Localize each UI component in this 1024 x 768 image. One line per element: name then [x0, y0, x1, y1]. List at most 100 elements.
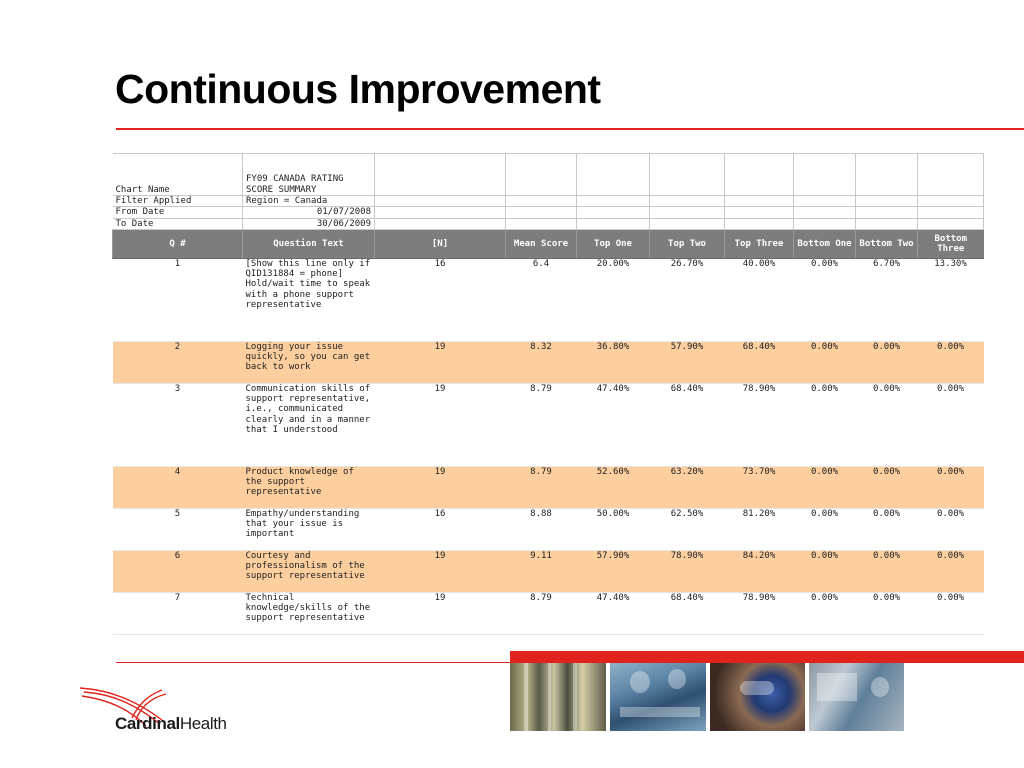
value-cell: 4 [112, 466, 243, 509]
column-header: Bottom Two [855, 229, 918, 259]
empty-cell [793, 206, 856, 219]
table-row: 3 Communication skills of support represe… [112, 383, 984, 467]
value-cell: 73.70% [724, 466, 794, 509]
empty-cell [649, 194, 725, 208]
report-meta-row: To Date 30/06/2009 [112, 217, 984, 230]
value-cell: 57.90% [649, 341, 725, 384]
value-cell: 5 [112, 508, 243, 551]
value-cell: 2 [112, 341, 243, 384]
empty-cell [793, 217, 856, 230]
wordmark-cardinal: Cardinal [115, 714, 180, 733]
empty-cell [576, 217, 650, 230]
table-row: 7 Technical knowledge/skills of the suppo… [112, 592, 984, 635]
value-cell: 13.30% [917, 258, 984, 342]
question-text-cell: Courtesy and professionalism of the supp… [242, 550, 375, 593]
nurse-terminal-photo [809, 663, 904, 731]
value-cell: 19 [374, 341, 506, 384]
value-cell: 26.70% [649, 258, 725, 342]
value-cell: 0.00% [917, 592, 984, 635]
table-row: 4 Product knowledge of the support repres… [112, 466, 984, 509]
value-cell: 84.20% [724, 550, 794, 593]
report-meta-row: Chart Name FY09 CANADA RATING SCORE SUMMA… [112, 153, 984, 196]
meta-label: Filter Applied [112, 194, 243, 208]
meta-value: 30/06/2009 [242, 217, 375, 230]
empty-cell [793, 194, 856, 208]
value-cell: 8.79 [505, 466, 577, 509]
empty-cell [374, 194, 506, 208]
empty-cell [505, 153, 577, 196]
empty-cell [649, 206, 725, 219]
value-cell: 68.40% [649, 383, 725, 467]
empty-cell [374, 153, 506, 196]
value-cell: 0.00% [917, 466, 984, 509]
value-cell: 68.40% [724, 341, 794, 384]
value-cell: 8.32 [505, 341, 577, 384]
column-header: Q # [112, 229, 243, 259]
value-cell: 0.00% [855, 508, 918, 551]
empty-cell [576, 194, 650, 208]
value-cell: 0.00% [855, 466, 918, 509]
value-cell: 57.90% [576, 550, 650, 593]
value-cell: 78.90% [649, 550, 725, 593]
empty-cell [917, 206, 984, 219]
empty-cell [855, 194, 918, 208]
value-cell: 68.40% [649, 592, 725, 635]
rating-score-report: Chart Name FY09 CANADA RATING SCORE SUMMA… [112, 153, 984, 635]
value-cell: 0.00% [855, 550, 918, 593]
empty-cell [724, 194, 794, 208]
column-header: [N] [374, 229, 506, 259]
wordmark-health: Health [179, 714, 227, 733]
column-header: Question Text [242, 229, 375, 259]
empty-cell [855, 153, 918, 196]
scientist-goggles-photo [710, 663, 805, 731]
empty-cell [724, 153, 794, 196]
value-cell: 47.40% [576, 383, 650, 467]
value-cell: 19 [374, 383, 506, 467]
empty-cell [917, 194, 984, 208]
empty-cell [505, 206, 577, 219]
empty-cell [649, 153, 725, 196]
report-table: Chart Name FY09 CANADA RATING SCORE SUMMA… [112, 153, 984, 635]
meta-value: 01/07/2008 [242, 206, 375, 219]
empty-cell [917, 217, 984, 230]
empty-cell [855, 206, 918, 219]
value-cell: 19 [374, 466, 506, 509]
table-header-row: Q # Question Text [N] Mean Score Top One Top … [112, 229, 984, 259]
table-row: 5 Empathy/understanding that your issue i… [112, 508, 984, 551]
question-text-cell: Technical knowledge/skills of the suppor… [242, 592, 375, 635]
value-cell: 78.90% [724, 592, 794, 635]
value-cell: 50.00% [576, 508, 650, 551]
value-cell: 16 [374, 508, 506, 551]
value-cell: 6.4 [505, 258, 577, 342]
cardinal-health-logo-icon [80, 687, 167, 727]
value-cell: 6.70% [855, 258, 918, 342]
surgeons-photo [610, 663, 706, 731]
value-cell: 0.00% [793, 466, 856, 509]
meta-label: Chart Name [112, 153, 243, 196]
question-text-cell: Logging your issue quickly, so you can g… [242, 341, 375, 384]
column-header: Top Three [724, 229, 794, 259]
empty-cell [724, 206, 794, 219]
column-header: Mean Score [505, 229, 577, 259]
value-cell: 52.60% [576, 466, 650, 509]
value-cell: 7 [112, 592, 243, 635]
value-cell: 8.88 [505, 508, 577, 551]
question-text-cell: Communication skills of support represen… [242, 383, 375, 467]
empty-cell [724, 217, 794, 230]
column-header: Bottom One [793, 229, 856, 259]
report-meta-row: Filter Applied Region = Canada [112, 194, 984, 208]
value-cell: 0.00% [917, 550, 984, 593]
footer-red-band [510, 651, 1024, 662]
value-cell: 3 [112, 383, 243, 467]
cardinal-health-wordmark: CardinalHealth [115, 714, 227, 734]
empty-cell [576, 206, 650, 219]
value-cell: 47.40% [576, 592, 650, 635]
value-cell: 36.80% [576, 341, 650, 384]
table-row: 2 Logging your issue quickly, so you can … [112, 341, 984, 384]
value-cell: 0.00% [855, 341, 918, 384]
value-cell: 0.00% [793, 341, 856, 384]
question-text-cell: Empathy/understanding that your issue is… [242, 508, 375, 551]
column-header: Bottom Three [917, 229, 984, 259]
value-cell: 78.90% [724, 383, 794, 467]
value-cell: 6 [112, 550, 243, 593]
